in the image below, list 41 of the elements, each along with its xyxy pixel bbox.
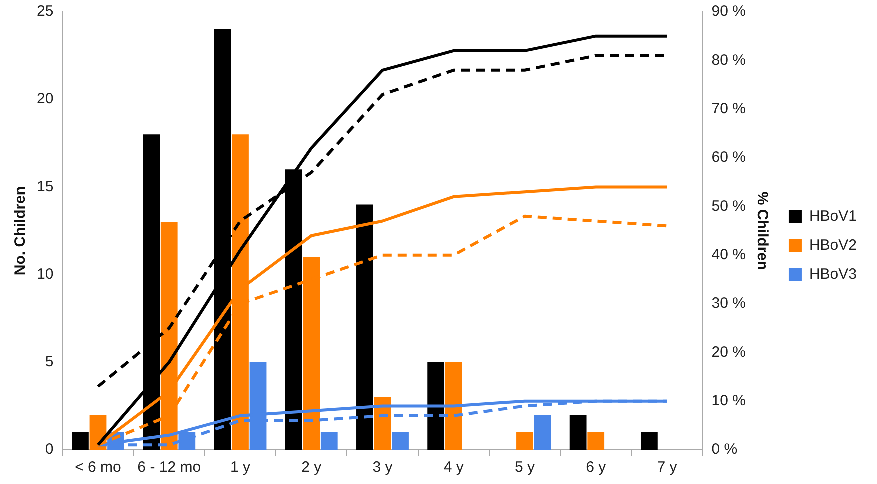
y2-tick-label: 80 % — [712, 52, 746, 69]
bar — [392, 432, 409, 450]
y-tick-label: 20 — [36, 90, 54, 108]
bar — [445, 362, 462, 450]
bar — [320, 432, 338, 450]
bar — [356, 204, 374, 450]
y2-tick-label: 10 % — [712, 392, 746, 410]
x-tick-label: 6 - 12 mo — [138, 459, 202, 476]
bar — [72, 432, 89, 450]
x-tick-label: 1 y — [230, 459, 251, 476]
y2-tick-label: 30 % — [712, 295, 746, 312]
bar — [570, 414, 587, 450]
y-tick-label: 15 — [36, 178, 54, 196]
y2-tick-label: 20 % — [712, 344, 746, 361]
bar — [534, 414, 552, 450]
x-tick-label: 7 y — [657, 459, 678, 476]
legend-label: HBoV2 — [809, 237, 858, 254]
y2-tick-label: 90 % — [712, 3, 746, 20]
y2-axis-title: % Children — [754, 192, 771, 270]
y2-tick-label: 60 % — [712, 149, 746, 166]
y-tick-label: 10 — [36, 266, 54, 283]
x-tick-label: 5 y — [514, 459, 536, 476]
bar — [428, 362, 445, 450]
x-tick-label: 2 y — [302, 459, 322, 476]
x-tick-label: 4 y — [444, 459, 464, 476]
y2-tick-label: 50 % — [712, 198, 746, 215]
x-tick-label: 6 y — [586, 459, 607, 476]
y-axis-title: No. Children — [12, 186, 30, 276]
legend-label: HBoV3 — [809, 266, 858, 284]
x-tick-label: 3 y — [372, 459, 394, 476]
bar — [588, 432, 605, 450]
y2-tick-label: 0 % — [712, 441, 738, 458]
y2-tick-label: 40 % — [712, 246, 746, 264]
bar — [640, 432, 658, 450]
x-tick-label: < 6 mo — [75, 459, 122, 476]
legend-label: HBoV1 — [809, 208, 858, 226]
y2-tick-label: 70 % — [712, 100, 746, 118]
y-tick-label: 25 — [36, 3, 54, 20]
bar — [516, 432, 534, 450]
y-tick-label: 5 — [45, 354, 54, 371]
y-tick-label: 0 — [45, 441, 54, 458]
